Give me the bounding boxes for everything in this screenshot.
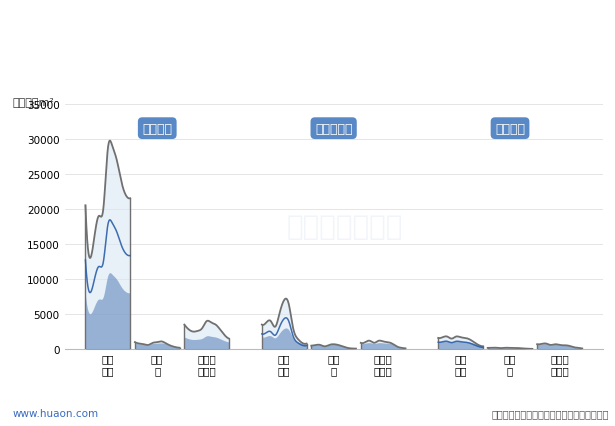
Text: 华经产业研究院: 华经产业研究院 [286, 213, 403, 241]
Text: 专业严谨 ● 客观科学: 专业严谨 ● 客观科学 [533, 17, 603, 27]
Text: 华经情报网: 华经情报网 [22, 16, 57, 29]
Bar [11, 7, 14, 38]
Text: 施工面积: 施工面积 [142, 122, 172, 135]
Text: 新开工面积: 新开工面积 [315, 122, 352, 135]
Text: 2016-2024年1-11月贵州省房地产施工面积情况: 2016-2024年1-11月贵州省房地产施工面积情况 [172, 60, 443, 75]
Bar [6, 7, 9, 38]
Text: 数据来源：国家统计局，华经产业研究院整理: 数据来源：国家统计局，华经产业研究院整理 [491, 408, 609, 418]
Text: 单位：万m²: 单位：万m² [12, 97, 54, 107]
Text: 竣工面积: 竣工面积 [495, 122, 525, 135]
Text: www.huaon.com: www.huaon.com [12, 408, 98, 418]
